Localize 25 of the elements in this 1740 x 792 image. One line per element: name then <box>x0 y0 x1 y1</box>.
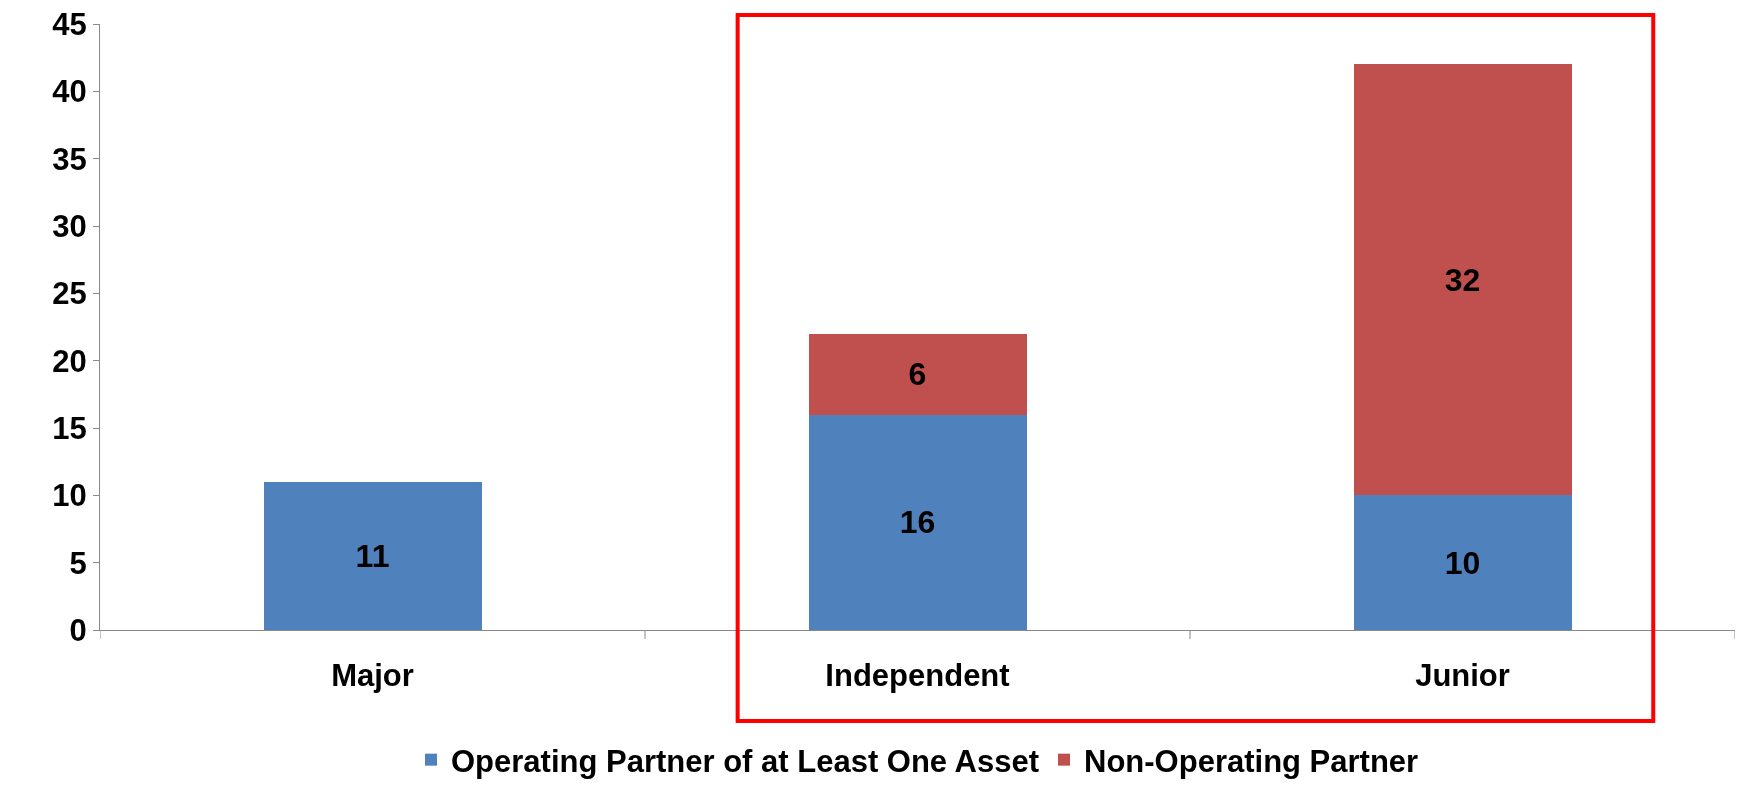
y-tick-label: 25 <box>52 276 87 312</box>
y-tick-label: 45 <box>52 6 87 42</box>
y-tick-label: 35 <box>52 141 87 177</box>
bar <box>263 481 482 630</box>
legend-label: Operating Partner of at Least One Asset <box>451 743 1040 779</box>
x-tick-label: Independent <box>825 658 1010 694</box>
y-tick-label: 10 <box>52 478 87 514</box>
y-tick-label: 20 <box>52 343 87 379</box>
y-tick-label: 30 <box>52 208 87 244</box>
x-tick-label: Junior <box>1415 658 1510 694</box>
data-label: 16 <box>899 504 936 541</box>
legend-label: Non-Operating Partner <box>1084 743 1419 779</box>
bar <box>808 414 1027 630</box>
data-label: 11 <box>355 537 390 574</box>
data-label: 10 <box>1444 544 1481 581</box>
data-label: 6 <box>908 356 927 393</box>
y-tick-label: 40 <box>52 74 87 110</box>
bar <box>808 333 1027 415</box>
y-tick-label: 0 <box>69 612 87 648</box>
y-tick-label: 5 <box>69 545 87 581</box>
data-label: 32 <box>1444 261 1481 298</box>
x-tick-label: Major <box>331 658 414 694</box>
bar <box>1353 495 1572 630</box>
bar <box>1353 64 1572 496</box>
y-tick-label: 15 <box>52 410 87 446</box>
